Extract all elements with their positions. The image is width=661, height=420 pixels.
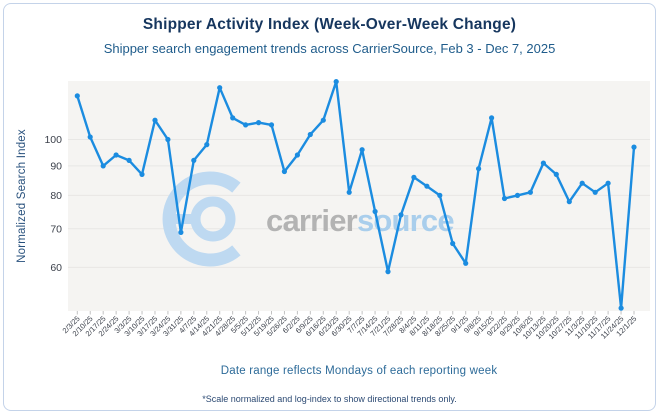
data-point: [87, 134, 93, 140]
data-point: [100, 163, 106, 169]
scale-footnote: *Scale normalized and log-index to show …: [202, 394, 457, 404]
data-point: [359, 147, 365, 153]
data-point: [553, 171, 559, 177]
data-point: [113, 152, 119, 158]
data-point: [152, 117, 158, 123]
y-tick-label: 80: [50, 190, 62, 202]
data-point: [191, 157, 197, 163]
data-point: [320, 117, 326, 123]
chart-card: Shipper Activity Index (Week-Over-Week C…: [3, 3, 656, 411]
carriersource-watermark: carriersource: [266, 203, 454, 238]
data-point: [411, 174, 417, 180]
data-point: [463, 260, 469, 266]
plot-area: [68, 81, 650, 311]
data-point: [165, 136, 171, 143]
carriersource-logo: [162, 171, 241, 267]
data-point: [424, 183, 430, 189]
data-point: [256, 120, 262, 126]
line-series: [76, 80, 636, 310]
data-point: [307, 131, 313, 138]
data-point: [230, 115, 236, 121]
data-point: [139, 171, 145, 177]
data-point: [398, 212, 404, 218]
data-point: [437, 192, 443, 198]
data-point: [126, 157, 132, 163]
data-point: [476, 166, 482, 172]
x-axis-caption: Date range reflects Mondays of each repo…: [220, 365, 498, 377]
data-point: [489, 115, 495, 121]
y-tick-label: 60: [50, 262, 62, 274]
data-point: [217, 85, 223, 91]
data-point: [268, 122, 275, 128]
data-point: [294, 152, 300, 158]
data-point: [346, 189, 352, 195]
data-point: [385, 269, 391, 275]
data-point: [566, 199, 572, 205]
chart-subtitle: Shipper search engagement trends across …: [103, 41, 556, 56]
data-point: [592, 189, 598, 195]
chart-title: Shipper Activity Index (Week-Over-Week C…: [142, 16, 517, 33]
data-point: [204, 142, 210, 148]
y-tick-label: 100: [44, 134, 62, 146]
shipper-activity-line-chart: 607080901002/3/252/10/252/17/252/24/253/…: [44, 79, 650, 341]
data-point: [74, 93, 80, 99]
data-point: [178, 229, 184, 235]
data-point: [281, 168, 287, 175]
data-point: [631, 144, 637, 150]
data-point: [333, 79, 339, 85]
y-tick-label: 70: [50, 223, 62, 235]
data-point: [605, 180, 611, 186]
data-point: [514, 192, 521, 198]
data-point: [501, 195, 508, 202]
data-point: [372, 208, 378, 215]
data-point: [450, 240, 456, 247]
data-point: [579, 180, 585, 186]
data-point: [527, 189, 534, 195]
y-tick-label: 90: [50, 160, 62, 172]
data-point: [618, 305, 624, 311]
data-point: [540, 160, 547, 166]
data-point: [243, 122, 249, 128]
